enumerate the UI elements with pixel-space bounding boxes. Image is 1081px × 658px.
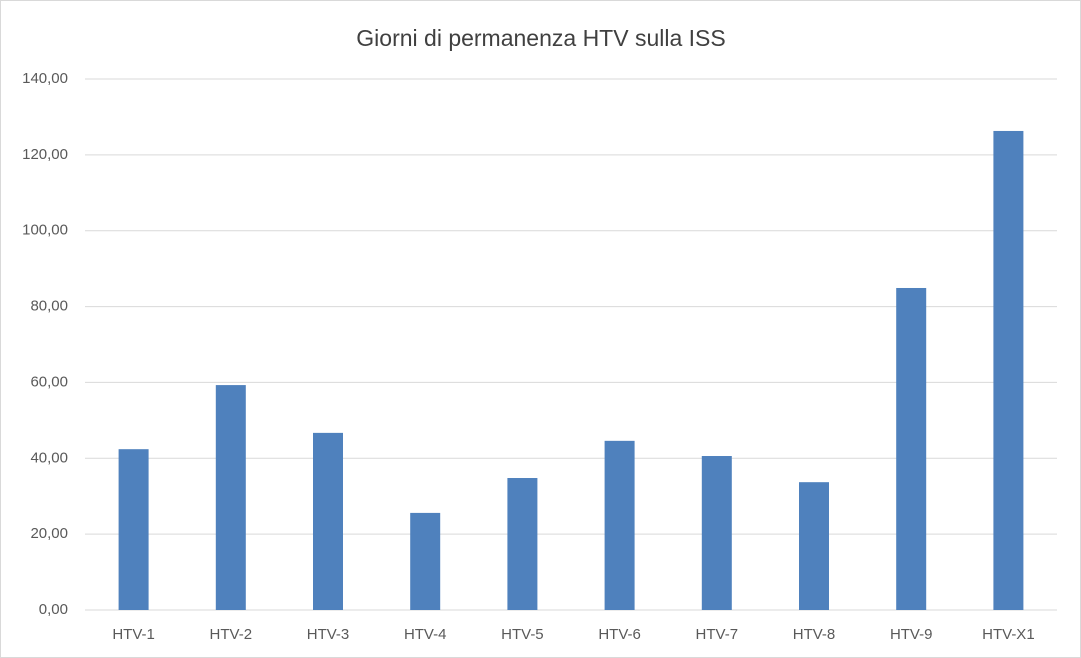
y-tick-label: 0,00 bbox=[39, 601, 68, 618]
x-tick-label: HTV-1 bbox=[112, 626, 155, 643]
y-tick-label: 60,00 bbox=[30, 373, 68, 390]
x-tick-label: HTV-8 bbox=[793, 626, 836, 643]
x-tick-label: HTV-5 bbox=[501, 626, 544, 643]
x-tick-label: HTV-3 bbox=[307, 626, 350, 643]
y-tick-label: 80,00 bbox=[30, 298, 68, 315]
bar bbox=[701, 456, 732, 610]
bar bbox=[118, 449, 149, 610]
chart-title: Giorni di permanenza HTV sulla ISS bbox=[356, 25, 725, 51]
x-tick-label: HTV-X1 bbox=[982, 626, 1035, 643]
bar bbox=[604, 440, 635, 610]
y-tick-label: 120,00 bbox=[22, 146, 68, 163]
bar bbox=[896, 287, 927, 610]
x-tick-label: HTV-6 bbox=[598, 626, 641, 643]
y-tick-label: 20,00 bbox=[30, 525, 68, 542]
y-tick-label: 100,00 bbox=[22, 222, 68, 239]
y-tick-label: 140,00 bbox=[22, 70, 68, 87]
x-tick-label: HTV-4 bbox=[404, 626, 447, 643]
bar bbox=[799, 482, 829, 610]
bar bbox=[215, 385, 246, 610]
x-tick-label: HTV-7 bbox=[696, 626, 739, 643]
bar bbox=[507, 478, 538, 610]
x-tick-label: HTV-9 bbox=[890, 626, 933, 643]
bar bbox=[993, 130, 1024, 610]
bar bbox=[410, 512, 441, 610]
x-tick-label: HTV-2 bbox=[210, 626, 253, 643]
bar bbox=[313, 432, 343, 610]
y-tick-label: 40,00 bbox=[30, 449, 68, 466]
